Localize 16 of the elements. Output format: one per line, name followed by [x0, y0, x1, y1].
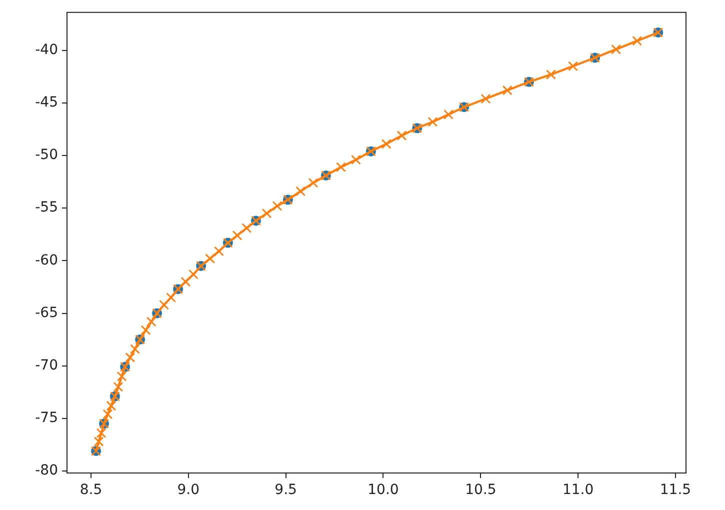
x-tick-label: 11.5: [660, 482, 692, 498]
y-tick-label: -55: [35, 200, 58, 216]
x-tick-label: 10.0: [368, 482, 399, 498]
y-tick-label: -60: [35, 252, 58, 268]
x-tick-label: 10.5: [465, 482, 496, 498]
y-tick-label: -70: [35, 357, 58, 374]
x-tick-label: 8.5: [80, 482, 102, 498]
x-tick-label: 9.5: [274, 482, 297, 498]
x-tick-label: 11.0: [562, 482, 594, 498]
y-tick-label: -50: [35, 147, 58, 164]
y-tick-label: -40: [35, 42, 58, 58]
x-tick-label: 9.0: [177, 482, 200, 498]
y-tick-label: -75: [35, 410, 58, 426]
y-tick-label: -80: [35, 462, 58, 479]
y-tick-label: -65: [35, 304, 58, 321]
y-tick-label: -45: [35, 94, 58, 111]
